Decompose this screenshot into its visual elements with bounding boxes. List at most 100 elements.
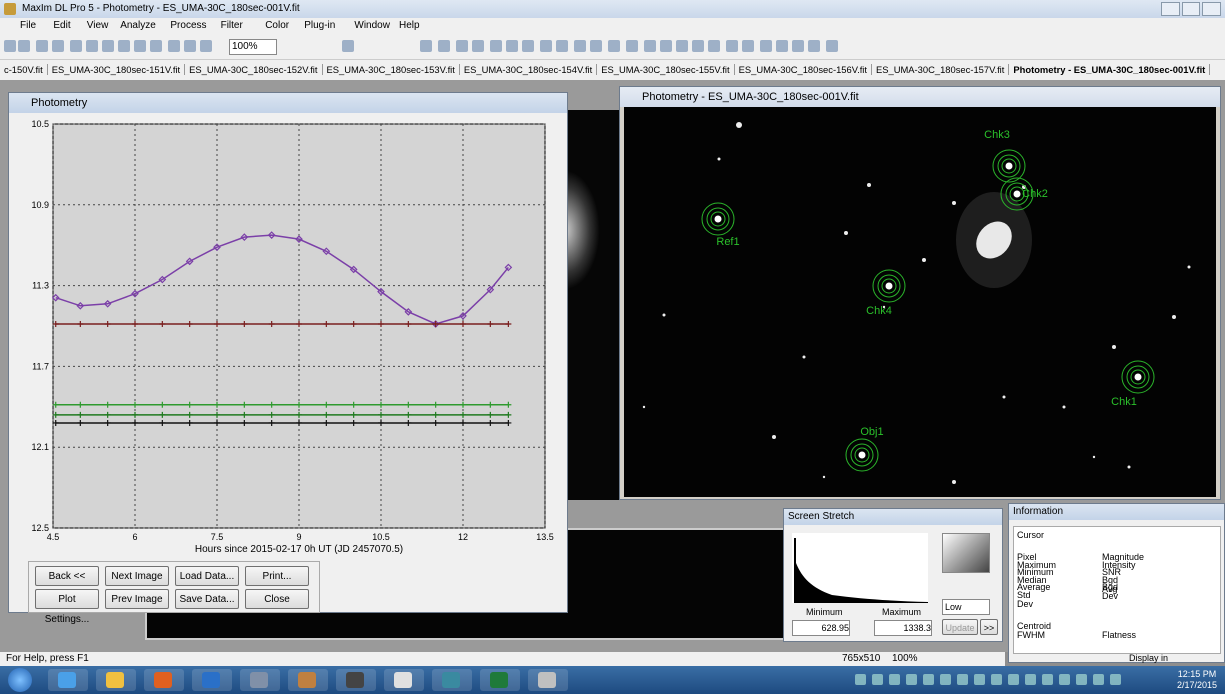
toolbar-icon[interactable] — [808, 40, 820, 52]
button[interactable]: Close — [245, 589, 309, 609]
toolbar-icon[interactable] — [726, 40, 738, 52]
tab[interactable]: c-150V.fit — [0, 64, 48, 75]
toolbar-icon[interactable] — [590, 40, 602, 52]
tray-icon[interactable] — [1025, 674, 1036, 685]
more-button[interactable]: >> — [980, 619, 998, 635]
tray-icon[interactable] — [1093, 674, 1104, 685]
tab[interactable]: ES_UMA-30C_180sec-152V.fit — [185, 64, 322, 75]
toolbar-icon[interactable] — [4, 40, 16, 52]
tray-icon[interactable] — [991, 674, 1002, 685]
toolbar-icon[interactable] — [420, 40, 432, 52]
tab[interactable]: ES_UMA-30C_180sec-155V.fit — [597, 64, 734, 75]
toolbar-icon[interactable] — [676, 40, 688, 52]
menu-item[interactable]: Color — [265, 20, 289, 31]
toolbar-icon[interactable] — [608, 40, 620, 52]
toolbar-icon[interactable] — [644, 40, 656, 52]
toolbar-icon[interactable] — [574, 40, 586, 52]
taskbar-app-icon — [106, 672, 124, 688]
tab[interactable]: ES_UMA-30C_180sec-153V.fit — [323, 64, 460, 75]
update-button[interactable]: Update — [942, 619, 978, 635]
menu-item[interactable]: Filter — [221, 20, 243, 31]
start-button[interactable] — [8, 668, 32, 692]
toolbar-icon[interactable] — [438, 40, 450, 52]
minimum-input[interactable]: 628.95 — [792, 620, 850, 636]
toolbar-icon[interactable] — [150, 40, 162, 52]
star — [922, 258, 926, 262]
toolbar-icon[interactable] — [168, 40, 180, 52]
tray-icon[interactable] — [889, 674, 900, 685]
toolbar-icon[interactable] — [826, 40, 838, 52]
toolbar-icon[interactable] — [134, 40, 146, 52]
menu-item[interactable]: Process — [170, 20, 206, 31]
toolbar-icon[interactable] — [660, 40, 672, 52]
tab[interactable]: ES_UMA-30C_180sec-157V.fit — [872, 64, 1009, 75]
maximum-input[interactable]: 1338.3 — [874, 620, 932, 636]
toolbar-icon[interactable] — [506, 40, 518, 52]
toolbar-icon[interactable] — [692, 40, 704, 52]
toolbar-icon[interactable] — [342, 40, 354, 52]
tab[interactable]: ES_UMA-30C_180sec-156V.fit — [735, 64, 872, 75]
toolbar-icon[interactable] — [522, 40, 534, 52]
tray-icon[interactable] — [1059, 674, 1070, 685]
tray-icon[interactable] — [1110, 674, 1121, 685]
toolbar-icon[interactable] — [86, 40, 98, 52]
menu-item[interactable]: Window — [354, 20, 390, 31]
button[interactable]: Back << — [35, 566, 99, 586]
button[interactable]: Save Data... — [175, 589, 239, 609]
stretch-mode[interactable]: Low — [942, 599, 990, 615]
toolbar-icon[interactable] — [36, 40, 48, 52]
toolbar-icon[interactable] — [200, 40, 212, 52]
star — [1128, 466, 1131, 469]
toolbar-icon[interactable] — [792, 40, 804, 52]
tray-icon[interactable] — [940, 674, 951, 685]
tab[interactable]: ES_UMA-30C_180sec-154V.fit — [460, 64, 597, 75]
menu-item[interactable]: File — [20, 20, 36, 31]
star — [1006, 163, 1013, 170]
toolbar-icon[interactable] — [102, 40, 114, 52]
tray-icon[interactable] — [923, 674, 934, 685]
tray-icon[interactable] — [1076, 674, 1087, 685]
toolbar-icon[interactable] — [776, 40, 788, 52]
tab[interactable]: Photometry - ES_UMA-30C_180sec-001V.fit — [1009, 64, 1210, 75]
toolbar-icon[interactable] — [556, 40, 568, 52]
menu-item[interactable]: Edit — [53, 20, 70, 31]
button[interactable]: Next Image — [105, 566, 169, 586]
toolbar-icon[interactable] — [742, 40, 754, 52]
button[interactable]: Print... — [245, 566, 309, 586]
aperture-label: Obj1 — [860, 426, 883, 438]
tray-icon[interactable] — [1008, 674, 1019, 685]
zoom-box[interactable]: 100% — [229, 39, 277, 55]
button[interactable]: Load Data... — [175, 566, 239, 586]
menu-item[interactable]: Help — [399, 20, 420, 31]
toolbar-icon[interactable] — [708, 40, 720, 52]
tray-icon[interactable] — [872, 674, 883, 685]
tray-icon[interactable] — [957, 674, 968, 685]
toolbar-icon[interactable] — [118, 40, 130, 52]
toolbar-icon[interactable] — [184, 40, 196, 52]
toolbar-icon[interactable] — [456, 40, 468, 52]
maximize-button[interactable] — [1182, 2, 1201, 16]
toolbar-icon[interactable] — [52, 40, 64, 52]
star — [1172, 315, 1176, 319]
toolbar-icon[interactable] — [760, 40, 772, 52]
toolbar-icon[interactable] — [490, 40, 502, 52]
menu-item[interactable]: Plug-in — [304, 20, 335, 31]
toolbar-icon[interactable] — [626, 40, 638, 52]
tray-icon[interactable] — [974, 674, 985, 685]
toolbar-icon[interactable] — [472, 40, 484, 52]
tab[interactable]: ES_UMA-30C_180sec-151V.fit — [48, 64, 185, 75]
minimize-button[interactable] — [1161, 2, 1180, 16]
close-button[interactable] — [1202, 2, 1221, 16]
button[interactable]: Prev Image — [105, 589, 169, 609]
tray-icon[interactable] — [906, 674, 917, 685]
clock-time: 12:15 PM — [1177, 669, 1217, 680]
star — [1063, 406, 1066, 409]
button[interactable]: Plot Settings... — [35, 589, 99, 609]
menu-item[interactable]: View — [87, 20, 109, 31]
toolbar-icon[interactable] — [540, 40, 552, 52]
menu-item[interactable]: Analyze — [120, 20, 156, 31]
tray-icon[interactable] — [1042, 674, 1053, 685]
toolbar-icon[interactable] — [18, 40, 30, 52]
toolbar-icon[interactable] — [70, 40, 82, 52]
tray-icon[interactable] — [855, 674, 866, 685]
